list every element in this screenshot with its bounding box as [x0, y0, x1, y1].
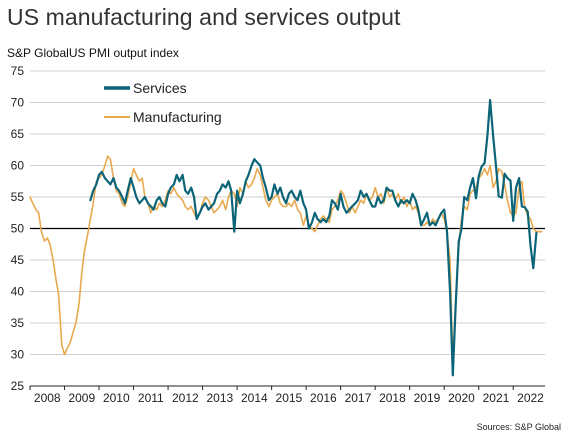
- x-tick-label: 2017: [345, 391, 372, 405]
- y-tick-label: 65: [11, 127, 25, 141]
- y-tick-label: 55: [11, 190, 25, 204]
- x-tick-label: 2008: [34, 391, 61, 405]
- source-note: Sources: S&P Global: [476, 422, 561, 432]
- x-tick-label: 2012: [172, 391, 199, 405]
- x-tick-label: 2011: [138, 391, 164, 405]
- x-tick-label: 2016: [310, 391, 337, 405]
- y-tick-label: 40: [11, 285, 25, 299]
- y-axis-label: S&P GlobalUS PMI output index: [7, 46, 179, 60]
- legend-label-manufacturing: Manufacturing: [133, 109, 222, 125]
- x-tick-label: 2013: [206, 391, 233, 405]
- series-line-manufacturing: [29, 155, 543, 364]
- chart-title: US manufacturing and services output: [7, 4, 401, 30]
- series-line-services: [89, 98, 538, 377]
- y-tick-label: 60: [11, 159, 25, 173]
- y-tick-label: 35: [11, 316, 25, 330]
- x-tick-label: 2021: [483, 391, 510, 405]
- y-tick-label: 30: [11, 348, 25, 362]
- x-tick-label: 2022: [517, 391, 544, 405]
- y-tick-label: 70: [11, 96, 25, 110]
- y-tick-label: 75: [11, 64, 25, 78]
- y-tick-label: 25: [11, 379, 25, 393]
- legend-label-services: Services: [133, 80, 187, 96]
- x-tick-label: 2019: [414, 391, 441, 405]
- x-tick-label: 2009: [68, 391, 95, 405]
- y-tick-label: 45: [11, 253, 25, 267]
- x-tick-label: 2018: [379, 391, 406, 405]
- y-tick-label: 50: [11, 222, 25, 236]
- x-tick-label: 2020: [448, 391, 475, 405]
- x-tick-label: 2015: [276, 391, 303, 405]
- x-tick-label: 2014: [241, 391, 268, 405]
- x-tick-label: 2010: [103, 391, 130, 405]
